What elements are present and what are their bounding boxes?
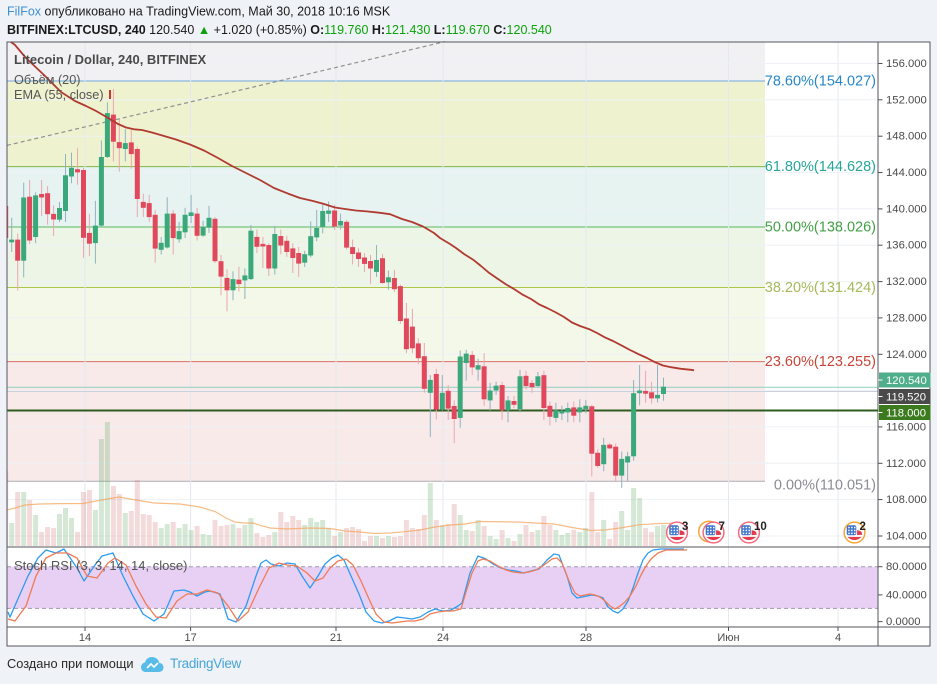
svg-text:2: 2 [860,521,866,533]
svg-text:4: 4 [835,632,841,644]
svg-text:EMA (55, close): EMA (55, close) [14,88,104,102]
svg-text:118.000: 118.000 [886,407,926,419]
svg-text:Stoch RSI (3, 3, 14, 14, close: Stoch RSI (3, 3, 14, 14, close) [14,558,187,573]
svg-text:Объём (20): Объём (20) [14,73,81,87]
svg-text:124.000: 124.000 [886,349,927,361]
svg-text:119.520: 119.520 [886,391,926,403]
svg-text:156.000: 156.000 [886,58,927,70]
svg-text:144.000: 144.000 [886,167,927,179]
svg-text:80.0000: 80.0000 [886,561,927,573]
svg-text:40.0000: 40.0000 [886,589,927,601]
svg-text:10: 10 [754,521,767,533]
svg-text:TradingView: TradingView [170,656,242,671]
svg-text:FilFox опубликовано на Trading: FilFox опубликовано на TradingView.com, … [7,5,391,19]
svg-text:128.000: 128.000 [886,312,927,324]
svg-text:104.000: 104.000 [886,531,927,543]
svg-text:148.000: 148.000 [886,131,927,143]
svg-text:28: 28 [580,632,592,644]
svg-text:112.000: 112.000 [886,458,926,470]
svg-text:23.60%(123.255): 23.60%(123.255) [765,354,876,370]
svg-text:Июн: Июн [717,632,739,644]
svg-text:17: 17 [184,632,196,644]
svg-text:7: 7 [719,521,725,533]
svg-text:21: 21 [330,632,342,644]
svg-text:3: 3 [682,521,688,533]
svg-text:0.0000: 0.0000 [886,616,921,628]
svg-text:Litecoin / Dollar, 240, BITFIN: Litecoin / Dollar, 240, BITFINEX [14,52,206,67]
svg-text:108.000: 108.000 [886,494,927,506]
svg-text:61.80%(144.628): 61.80%(144.628) [765,159,876,175]
svg-text:132.000: 132.000 [886,276,927,288]
svg-text:120.540: 120.540 [886,375,927,387]
svg-text:50.00%(138.026): 50.00%(138.026) [765,220,876,236]
svg-text:78.60%(154.027): 78.60%(154.027) [765,74,876,90]
svg-text:0.00%(110.051): 0.00%(110.051) [774,478,876,494]
svg-text:38.20%(131.424): 38.20%(131.424) [765,280,876,296]
svg-text:14: 14 [79,632,91,644]
svg-text:Создано при помощи: Создано при помощи [7,656,134,671]
svg-text:116.000: 116.000 [886,421,926,433]
svg-text:BITFINEX:LTCUSD, 240 120.540 ▲: BITFINEX:LTCUSD, 240 120.540 ▲ +1.020 (+… [7,23,552,37]
svg-text:24: 24 [437,632,449,644]
svg-text:152.000: 152.000 [886,94,927,106]
svg-text:140.000: 140.000 [886,203,927,215]
svg-text:136.000: 136.000 [886,240,927,252]
